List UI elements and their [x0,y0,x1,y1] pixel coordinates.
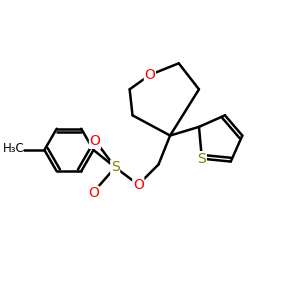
Text: O: O [144,68,155,82]
Text: S: S [197,152,206,166]
Text: O: O [88,186,99,200]
Text: S: S [111,160,120,174]
Text: H₃C: H₃C [3,142,25,155]
Text: O: O [133,178,144,192]
Text: O: O [89,134,100,148]
